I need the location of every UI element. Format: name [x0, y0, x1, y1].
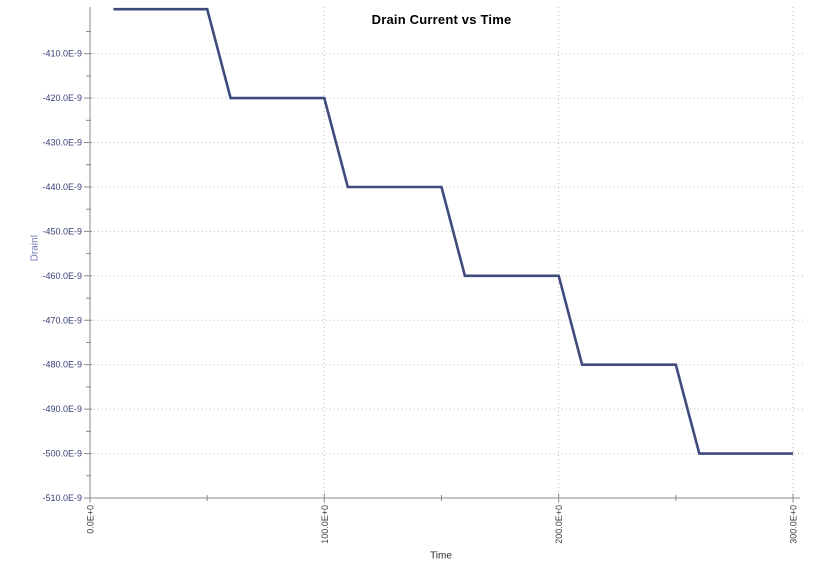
- y-tick-label: -470.0E-9: [42, 315, 82, 325]
- chart-title: Drain Current vs Time: [371, 12, 512, 27]
- x-axis-title: Time: [430, 550, 452, 562]
- y-tick-label: -450.0E-9: [42, 226, 82, 236]
- y-tick-label: -440.0E-9: [42, 182, 82, 192]
- y-tick-label: -480.0E-9: [42, 360, 82, 370]
- y-tick-label: -500.0E-9: [42, 449, 82, 459]
- x-tick-label: 200.0E+0: [554, 505, 564, 544]
- y-tick-label: -430.0E-9: [42, 138, 82, 148]
- y-tick-label: -460.0E-9: [42, 271, 82, 281]
- x-tick-label: 100.0E+0: [320, 505, 330, 544]
- x-tick-label: 300.0E+0: [789, 505, 799, 544]
- y-tick-label: -420.0E-9: [42, 93, 82, 103]
- x-tick-label: 0.0E+0: [86, 505, 96, 534]
- y-tick-label: -490.0E-9: [42, 404, 82, 414]
- y-tick-label: -510.0E-9: [42, 493, 82, 503]
- y-tick-label: -410.0E-9: [42, 49, 82, 59]
- data-line-drain-current: [113, 7, 793, 455]
- y-axis-title: DrainI: [29, 234, 41, 262]
